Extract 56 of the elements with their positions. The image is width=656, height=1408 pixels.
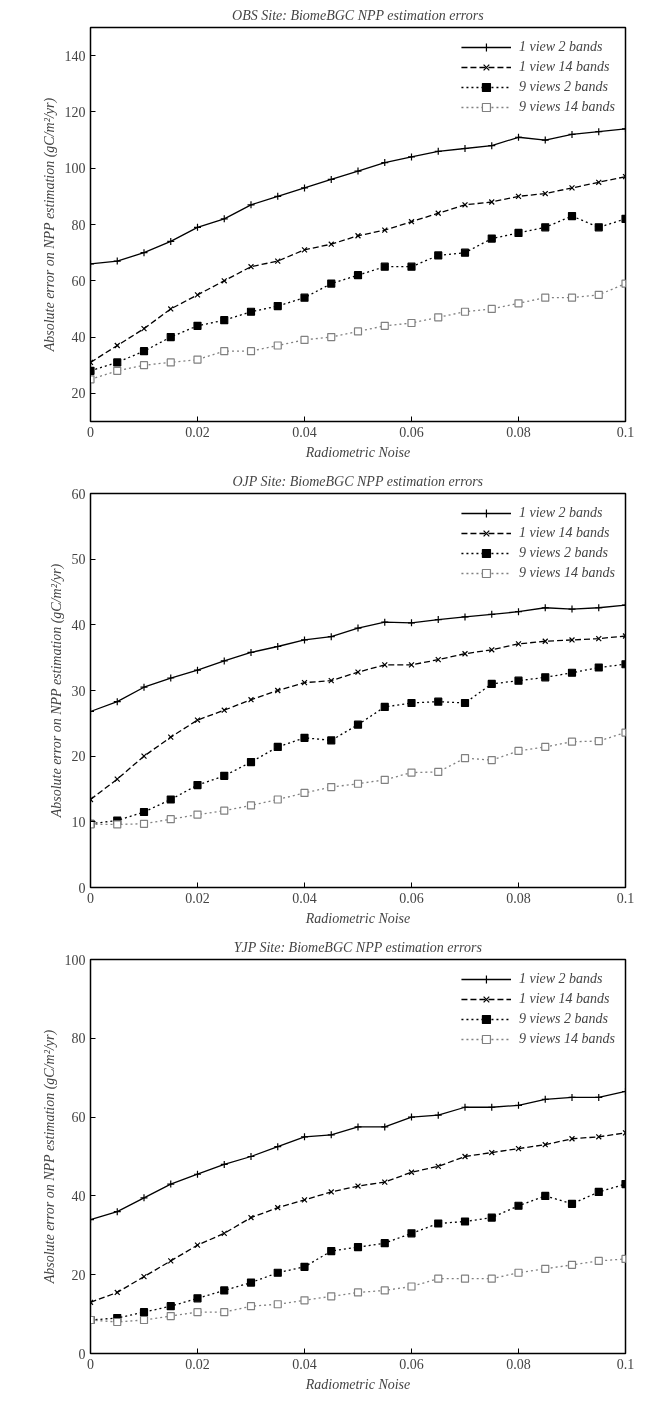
y-tick-label: 100 xyxy=(64,161,86,177)
y-tick-label: 100 xyxy=(64,952,86,968)
x-tick-label: 0.04 xyxy=(292,424,317,440)
y-tick-label: 0 xyxy=(78,880,86,896)
legend-label: 1 view 14 bands xyxy=(518,991,610,1007)
chart-title: OJP Site: BiomeBGC NPP estimation errors xyxy=(232,473,484,489)
legend-label: 1 view 2 bands xyxy=(518,505,603,521)
y-axis-title: Absolute error on NPP estimation (gC/m²/yr) xyxy=(48,563,65,819)
x-axis-title: Radiometric Noise xyxy=(304,910,411,926)
x-axis-title: Radiometric Noise xyxy=(304,1376,411,1392)
y-tick-label: 60 xyxy=(71,486,86,502)
y-tick-label: 0 xyxy=(78,1346,86,1362)
x-tick-label: 0.08 xyxy=(506,424,531,440)
x-tick-label: 0.1 xyxy=(616,424,635,440)
legend-label: 1 view 14 bands xyxy=(518,59,610,75)
y-tick-label: 60 xyxy=(71,1110,86,1126)
x-tick-label: 0.06 xyxy=(399,424,424,440)
y-axis-title: Absolute error on NPP estimation (gC/m²/yr) xyxy=(41,97,58,353)
y-tick-label: 20 xyxy=(71,386,86,402)
legend-label: 1 view 2 bands xyxy=(518,39,603,55)
chart-title: OBS Site: BiomeBGC NPP estimation errors xyxy=(232,7,485,23)
legend-label: 9 views 2 bands xyxy=(518,1011,608,1027)
x-tick-label: 0.02 xyxy=(185,1356,210,1372)
legend-label: 9 views 2 bands xyxy=(518,79,608,95)
legend-label: 9 views 14 bands xyxy=(518,1031,615,1047)
chart-title: YJP Site: BiomeBGC NPP estimation errors xyxy=(233,939,483,955)
y-tick-label: 10 xyxy=(71,814,86,830)
x-tick-label: 0.04 xyxy=(292,1356,317,1372)
x-tick-label: 0.02 xyxy=(185,424,210,440)
y-tick-label: 20 xyxy=(71,749,86,765)
x-tick-label: 0.08 xyxy=(506,890,531,906)
x-tick-label: 0.04 xyxy=(292,890,317,906)
y-tick-label: 140 xyxy=(64,48,86,64)
legend-label: 1 view 2 bands xyxy=(518,971,603,987)
x-tick-label: 0.1 xyxy=(616,890,635,906)
legend-label: 9 views 2 bands xyxy=(518,545,608,561)
x-tick-label: 0.1 xyxy=(616,1356,635,1372)
legend-label: 1 view 14 bands xyxy=(518,525,610,541)
y-tick-label: 80 xyxy=(71,1031,86,1047)
y-tick-label: 60 xyxy=(71,273,86,289)
x-tick-label: 0.06 xyxy=(399,890,424,906)
y-tick-label: 50 xyxy=(71,552,86,568)
y-tick-label: 40 xyxy=(71,617,86,633)
y-tick-label: 120 xyxy=(64,104,86,120)
x-axis-title: Radiometric Noise xyxy=(304,444,411,460)
legend-label: 9 views 14 bands xyxy=(518,99,615,115)
y-tick-label: 30 xyxy=(71,683,86,699)
y-tick-label: 40 xyxy=(71,330,86,346)
y-axis-title: Absolute error on NPP estimation (gC/m²/yr) xyxy=(41,1029,58,1285)
y-tick-label: 20 xyxy=(71,1267,86,1283)
y-tick-label: 80 xyxy=(71,217,86,233)
x-tick-label: 0.06 xyxy=(399,1356,424,1372)
y-tick-label: 40 xyxy=(71,1188,86,1204)
x-tick-label: 0.08 xyxy=(506,1356,531,1372)
x-tick-label: 0.02 xyxy=(185,890,210,906)
legend-label: 9 views 14 bands xyxy=(518,565,615,581)
